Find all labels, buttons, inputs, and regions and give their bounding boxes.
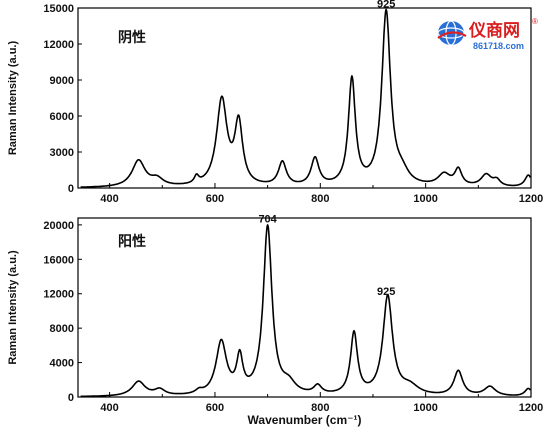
y-axis-ticks: 0 4000 8000 12000 16000 20000 <box>43 220 82 404</box>
spectrum-line-positive <box>80 224 532 398</box>
y-tick-label: 20000 <box>43 220 74 232</box>
x-tick-label: 1000 <box>413 193 437 205</box>
y-tick-label: 6000 <box>50 111 74 123</box>
spectrum-line-negative <box>80 8 532 188</box>
y-tick-label: 3000 <box>50 147 74 159</box>
watermark-domain: 861718.com <box>473 41 524 51</box>
y-tick-label: 15000 <box>43 3 74 15</box>
y-axis-label: Raman Intensity (a.u.) <box>7 41 19 156</box>
y-tick-label: 4000 <box>50 358 74 370</box>
negative-spectrum-panel: 0 3000 6000 9000 12000 15000 400 600 800 1000 120… <box>7 0 543 205</box>
plot-frame <box>77 7 532 189</box>
x-tick-label: 400 <box>100 402 118 414</box>
y-tick-label: 12000 <box>43 39 74 51</box>
y-tick-label: 8000 <box>50 323 74 335</box>
y-tick-label: 9000 <box>50 75 74 87</box>
y-tick-label: 0 <box>68 183 74 195</box>
plot-frame <box>77 217 532 398</box>
panel-label-positive: 阳性 <box>118 233 146 249</box>
y-tick-label: 12000 <box>43 289 74 301</box>
watermark-registered: ® <box>532 17 538 26</box>
x-tick-label: 1000 <box>413 402 437 414</box>
x-axis-label: Wavenumber (cm⁻¹) <box>248 413 362 427</box>
peak-label: 704 <box>258 214 277 226</box>
peak-label: 925 <box>377 286 395 298</box>
x-tick-label: 600 <box>206 193 224 205</box>
peak-label: 925 <box>377 0 395 11</box>
peak-annotations: 704 925 <box>258 214 395 298</box>
x-tick-label: 800 <box>311 193 329 205</box>
x-tick-label: 1200 <box>519 193 543 205</box>
x-tick-label: 800 <box>311 402 329 414</box>
x-axis-ticks: 400 600 800 1000 1200 <box>100 392 543 414</box>
watermark-brand: 仪商网 <box>468 20 520 40</box>
watermark-logo: 仪商网 ® 861718.com <box>437 17 538 51</box>
panel-label-negative: 阴性 <box>118 29 146 45</box>
globe-icon <box>437 20 467 46</box>
peak-annotations: 925 <box>377 0 395 11</box>
x-tick-label: 600 <box>206 402 224 414</box>
x-tick-label: 400 <box>100 193 118 205</box>
y-tick-label: 16000 <box>43 254 74 266</box>
x-tick-label: 1200 <box>519 402 543 414</box>
x-axis-ticks: 400 600 800 1000 1200 <box>100 183 543 205</box>
y-tick-label: 0 <box>68 392 74 404</box>
positive-spectrum-panel: 0 4000 8000 12000 16000 20000 400 600 800 1000 12… <box>7 214 543 427</box>
y-axis-label: Raman Intensity (a.u.) <box>7 250 19 365</box>
